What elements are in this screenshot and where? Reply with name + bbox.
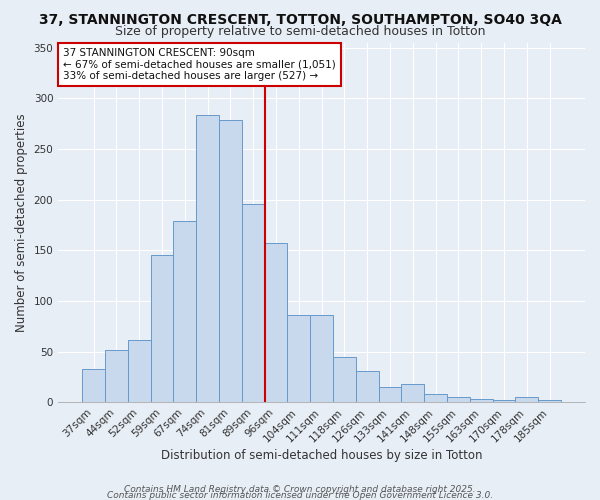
Text: 37, STANNINGTON CRESCENT, TOTTON, SOUTHAMPTON, SO40 3QA: 37, STANNINGTON CRESCENT, TOTTON, SOUTHA…	[38, 12, 562, 26]
Bar	[424, 394, 447, 402]
Y-axis label: Number of semi-detached properties: Number of semi-detached properties	[15, 113, 28, 332]
Bar	[538, 400, 561, 402]
Bar	[242, 204, 265, 402]
Bar	[310, 315, 333, 402]
Text: Contains public sector information licensed under the Open Government Licence 3.: Contains public sector information licen…	[107, 491, 493, 500]
Bar	[470, 399, 493, 402]
Bar	[515, 397, 538, 402]
Bar	[447, 397, 470, 402]
Bar	[379, 387, 401, 402]
Bar	[287, 315, 310, 402]
Text: Size of property relative to semi-detached houses in Totton: Size of property relative to semi-detach…	[115, 25, 485, 38]
Bar	[333, 356, 356, 402]
Text: Contains HM Land Registry data © Crown copyright and database right 2025.: Contains HM Land Registry data © Crown c…	[124, 485, 476, 494]
Text: 37 STANNINGTON CRESCENT: 90sqm
← 67% of semi-detached houses are smaller (1,051): 37 STANNINGTON CRESCENT: 90sqm ← 67% of …	[64, 48, 336, 81]
Bar	[401, 384, 424, 402]
Bar	[219, 120, 242, 402]
Bar	[493, 400, 515, 402]
Bar	[82, 369, 105, 402]
X-axis label: Distribution of semi-detached houses by size in Totton: Distribution of semi-detached houses by …	[161, 450, 482, 462]
Bar	[151, 256, 173, 402]
Bar	[196, 116, 219, 402]
Bar	[105, 350, 128, 402]
Bar	[128, 340, 151, 402]
Bar	[356, 371, 379, 402]
Bar	[173, 221, 196, 402]
Bar	[265, 243, 287, 402]
